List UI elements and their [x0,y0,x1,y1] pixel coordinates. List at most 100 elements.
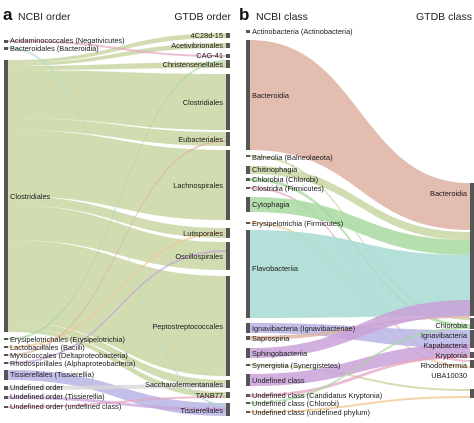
flow-clostridiales-to-clostridiales [8,70,226,130]
b-left-label-sphingobacteriia: Sphingobacteriia [252,349,308,358]
b-left-label-undefined-chlorobi: Undefined class (Chlorobi) [252,399,339,408]
node-bar-chitinophagia [246,166,250,174]
node-bar-lachnospirales [226,150,230,220]
right-label-tissierellales-gtdb: Tissierellales [181,406,224,415]
node-bar-ignavibacteria [246,323,250,333]
panel-b: b NCBI class GTDB class [239,5,474,417]
node-bar-tanb77 [226,392,230,398]
flow-clostridiales-to-saccharofermentanales [8,322,226,388]
b-right-label-ignavibacteria: Ignavibacteria [421,331,468,340]
flow-clostridiales-to-tanb77 [8,328,226,398]
node-bar-myxococcales [4,354,8,356]
panel-b-left-title: NCBI class [256,11,308,23]
node-bar-cag41 [226,54,230,58]
left-label-myxococcales: Myxococcales (Deltaproteobacteria) [10,351,128,360]
node-bar-undefined-class-phylum [246,411,250,413]
b-right-label-rhodothermia: Rhodothermia [421,361,468,370]
panel-b-right-title: GTDB class [416,11,472,23]
panel-a: a NCBI order GTDB order [3,5,231,416]
panel-b-letter: b [239,5,249,24]
b-left-label-saprospiria: Saprospiria [252,334,290,343]
node-bar-tissierellales [4,370,8,380]
right-label-christensenellales: Christensenellales [163,60,224,69]
left-label-erysipelotrichales: Erysipelotrichales (Erysipelotrichia) [10,335,125,344]
node-bar-undefined-class [246,374,250,386]
node-bar-undefined-class-kryptonia [246,394,250,397]
flow-clostridiales-to-oscillospirales [8,205,226,270]
flow-clostridiales-to-lachnospirales [8,130,226,220]
right-label-acetivibrionales: Acetivibrionales [171,41,223,50]
b-right-label-chlorobia: Chlorobia [435,321,468,330]
flow-undefined-kryptonia [250,355,470,397]
node-bar-chlorobia-gtdb [470,318,474,329]
node-bar-acidaminococcales [4,40,8,43]
flow-undefined-order-tissierellia [8,396,226,411]
node-bar-christensenellales [226,60,230,68]
node-bar-undefined-order-undefined-class [4,406,8,408]
flow-clostridiales-to-lutisporales [8,196,226,238]
left-label-tissierellales: Tissierellales (Tissierellia) [10,370,94,379]
flow-clostridiales-to-eubacteriales [8,118,226,146]
node-bar-ignavibacteria-gtdb [470,330,474,348]
b-right-label-bacteroidia: Bacteroidia [430,189,468,198]
right-label-lutisporales: Lutisporales [183,229,223,238]
right-label-eubacteriales: Eubacteriales [178,135,223,144]
node-bar-chlorobia [246,178,250,181]
flow-balneolia [250,155,470,320]
panel-a-flows [8,33,226,416]
right-label-saccharofermentanales: Saccharofermentanales [145,380,223,389]
node-bar-erysipelotrichia [246,222,250,224]
left-label-undefined-order-tissierellia: Undefined order (Tissierellia) [10,392,105,401]
flow-chitinophagia-to-bacteroidia [250,166,470,240]
left-label-bacteroidales: Bacteroidales (Bacteroidia) [10,44,99,53]
flow-undefined-chlorobi [250,327,470,404]
left-label-undefined-order: Undefined order [10,383,64,392]
b-left-label-balneolia: Balneolia (Balneolaeota) [252,153,333,162]
node-bar-undefined-order-tissierellia [4,396,8,399]
panel-a-letter: a [3,5,13,24]
node-bar-rhodospirillales [4,362,8,364]
flow-undefined-phylum [250,396,470,413]
b-left-label-undefined-phylum: Undefined class (undefined phylum) [252,408,370,417]
b-left-label-flavobacteriia: Flavobacteriia [252,264,299,273]
b-left-label-cytophagia: Cytophagia [252,200,290,209]
right-label-cag41: CAG-41 [196,51,223,60]
left-label-rhodospirillales: Rhodospirillales (Alphaproteobacteria) [10,359,135,368]
node-bar-undefined-order [4,386,8,390]
panel-a-right-title: GTDB order [174,11,231,23]
flow-undefined-order-undefined-class [8,396,226,408]
right-label-peptostreptococcales: Peptostreptococcales [152,322,223,331]
node-bar-flavobacteriia [246,230,250,318]
node-bar-sphingobacteriia [246,348,250,358]
panel-b-flows [250,40,470,413]
node-bar-undefined-class-chlorobi [246,402,250,404]
b-left-label-clostridia: Clostridia (Firmicutes) [252,184,324,193]
right-label-tanb77: TANB77 [196,391,223,400]
flow-flavobacteriia-to-bacteroidia [250,230,470,318]
b-right-label-kryptonia: Kryptonia [436,351,468,360]
flow-acidaminococcales [8,40,226,57]
node-bar-peptostreptococcales [226,276,230,376]
node-bar-bacteroidia [246,40,250,150]
b-right-label-uba10030: UBA10030 [431,371,467,380]
node-bar-clostridiales-gtdb [226,74,230,130]
b-left-label-bacteroidia: Bacteroidia [252,91,290,100]
right-label-clostridiales-gtdb: Clostridiales [183,98,224,107]
node-bar-tissierellales-gtdb [226,403,230,416]
left-label-undefined-order-undefined-class: Undefined order (undefined class) [10,402,121,411]
right-label-oscillospirales: Oscillospirales [175,252,223,261]
node-bar-uba10030 [470,389,474,398]
node-bar-lutisporales [226,228,230,238]
node-bar-bacteroidia-gtdb [470,183,474,316]
right-label-lachnospirales: Lachnospirales [173,181,223,190]
node-bar-cytophagia [246,197,250,212]
node-bar-saprospiria [246,336,250,340]
flow-sphingobacteriia [250,300,470,358]
node-bar-lactobacillales [4,346,8,348]
node-bar-rhodothermia [470,360,474,368]
flow-undefined-order [8,384,226,390]
node-bar-balneolia [246,155,250,157]
flow-cytophagia-to-bacteroidia [250,197,470,255]
node-bar-actinobacteria [246,30,250,33]
b-left-label-erysipelotrichia: Erysipelotrichia (Firmicutes) [252,219,343,228]
